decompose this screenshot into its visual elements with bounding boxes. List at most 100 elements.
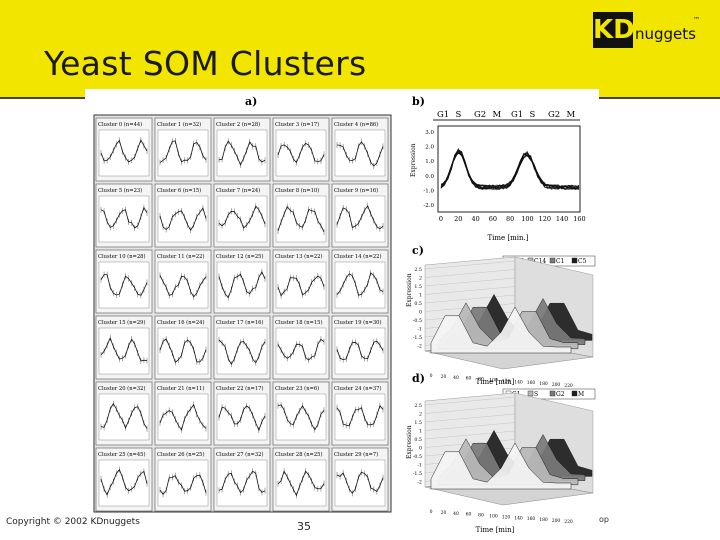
cluster-plot-area xyxy=(275,393,327,441)
b-profile-line xyxy=(440,151,580,190)
cluster-cell: Cluster 10 (n=28) xyxy=(95,249,153,314)
cluster-plot-area xyxy=(334,129,386,177)
cluster-cell: Cluster 17 (n=16) xyxy=(213,315,271,380)
z-tick: 2.5 xyxy=(414,403,422,409)
cluster-profile xyxy=(100,336,148,362)
x-tick: 180 xyxy=(539,517,548,523)
z-tick: -2 xyxy=(417,344,422,350)
z-tick: 1.5 xyxy=(414,284,422,290)
cluster-cell: Cluster 26 (n=25) xyxy=(154,447,212,512)
panel-b-xlabel: Time [min.] xyxy=(488,234,529,242)
x-tick: 160 xyxy=(527,380,536,386)
x-tick: 0 xyxy=(430,509,433,515)
legend-swatch xyxy=(571,257,578,264)
phase-label: S xyxy=(530,110,536,120)
b-profile-line xyxy=(440,149,580,190)
phase-label: M xyxy=(493,110,502,120)
cluster-plot-area xyxy=(157,195,209,243)
figure-canvas: a) Cluster 0 (n=44) Cluster 1 (n=32) Clust… xyxy=(93,95,596,534)
legend-swatch xyxy=(549,390,556,397)
phase-label: M xyxy=(567,110,576,120)
cluster-plot-area xyxy=(98,327,150,375)
b-ytick: 1.0 xyxy=(425,159,434,165)
x-tick: 200 xyxy=(552,518,561,524)
b-xtick: 40 xyxy=(471,215,479,223)
cluster-title: Cluster 21 (n=11) xyxy=(157,385,205,392)
cluster-profile xyxy=(218,339,266,366)
cluster-title: Cluster 4 (n=86) xyxy=(334,121,378,128)
cluster-profile xyxy=(218,405,266,432)
cluster-plot-area xyxy=(216,129,268,177)
cluster-title: Cluster 26 (n=25) xyxy=(157,451,205,458)
x-tick: 220 xyxy=(564,519,573,525)
grid-line xyxy=(424,269,516,278)
cluster-cell: Cluster 16 (n=24) xyxy=(154,315,212,380)
x-tick: 80 xyxy=(478,377,484,383)
z-tick: 1 xyxy=(419,429,422,435)
phase-label: G2 xyxy=(474,110,486,120)
cluster-cell: Cluster 29 (n=7) xyxy=(331,447,389,512)
z-tick: -0.5 xyxy=(413,318,422,324)
cluster-title: Cluster 22 (n=17) xyxy=(216,385,264,392)
som-cluster-figure: a) Cluster 0 (n=44) Cluster 1 (n=32) Clust… xyxy=(85,89,599,540)
phase-label: G1 xyxy=(437,110,449,120)
z-tick: 0 xyxy=(419,446,422,452)
cluster-title: Cluster 7 (n=24) xyxy=(216,187,260,194)
panel-a-label: a) xyxy=(245,95,257,108)
cluster-cell: Cluster 3 (n=17) xyxy=(272,117,330,182)
cluster-profile xyxy=(159,275,207,298)
cluster-title: Cluster 1 (n=32) xyxy=(157,121,201,128)
d-ribbon xyxy=(430,442,572,490)
b-ytick: -2.0 xyxy=(423,203,434,209)
cluster-plot-area xyxy=(157,129,209,177)
panel-b-ylabel: Expression xyxy=(410,143,417,177)
cluster-plot-area xyxy=(275,327,327,375)
cluster-title: Cluster 25 (n=45) xyxy=(98,451,146,458)
edge-text: op xyxy=(599,515,609,524)
b-xtick: 60 xyxy=(489,215,497,223)
panel-c-3d-plot: c) C29C14C1C5 2.521.510.50-0.5-1-1.5-202… xyxy=(406,244,596,389)
legend-entry: C14 xyxy=(534,258,546,265)
cluster-cell: Cluster 4 (n=86) xyxy=(331,117,389,182)
cluster-profile xyxy=(277,275,325,297)
cluster-cell: Cluster 20 (n=32) xyxy=(95,381,153,446)
legend-entry: C1 xyxy=(556,258,564,265)
cluster-title: Cluster 8 (n=10) xyxy=(275,187,319,194)
b-ytick: 0.0 xyxy=(425,174,434,180)
cluster-plot-area xyxy=(98,129,150,177)
cluster-plot-area xyxy=(275,261,327,309)
panel-c-ylabel: Expression xyxy=(406,273,413,307)
page-number: 35 xyxy=(297,520,311,533)
cluster-cell: Cluster 7 (n=24) xyxy=(213,183,271,248)
x-tick: 100 xyxy=(489,378,498,384)
b-xtick: 80 xyxy=(506,215,514,223)
z-tick: 1 xyxy=(419,293,422,299)
cluster-plot-area xyxy=(157,459,209,507)
z-tick: -2 xyxy=(417,480,422,486)
legend-entry: S xyxy=(534,391,538,398)
logo-mark: KD xyxy=(593,12,635,48)
cluster-profile xyxy=(159,403,207,431)
grid-line xyxy=(424,413,516,423)
cluster-plot-area xyxy=(216,327,268,375)
cluster-title: Cluster 12 (n=25) xyxy=(216,253,264,260)
phase-label: G1 xyxy=(511,110,523,120)
cluster-profile xyxy=(336,471,384,494)
grid-line xyxy=(424,260,516,270)
cluster-profile xyxy=(336,204,384,230)
cluster-profile xyxy=(100,139,148,163)
cluster-profile xyxy=(336,340,384,361)
x-tick: 220 xyxy=(564,383,573,389)
b-xtick: 120 xyxy=(539,215,551,223)
panel-d-xlabel: Time [min] xyxy=(476,526,515,534)
phase-label: S xyxy=(456,110,462,120)
cluster-cell: Cluster 19 (n=30) xyxy=(331,315,389,380)
cluster-cell: Cluster 12 (n=25) xyxy=(213,249,271,314)
cluster-cell: Cluster 22 (n=17) xyxy=(213,381,271,446)
cluster-plot-area xyxy=(334,393,386,441)
d-ribbon xyxy=(437,438,579,486)
x-tick: 60 xyxy=(466,376,472,382)
panel-b-label: b) xyxy=(412,95,425,108)
grid-line xyxy=(424,294,516,304)
